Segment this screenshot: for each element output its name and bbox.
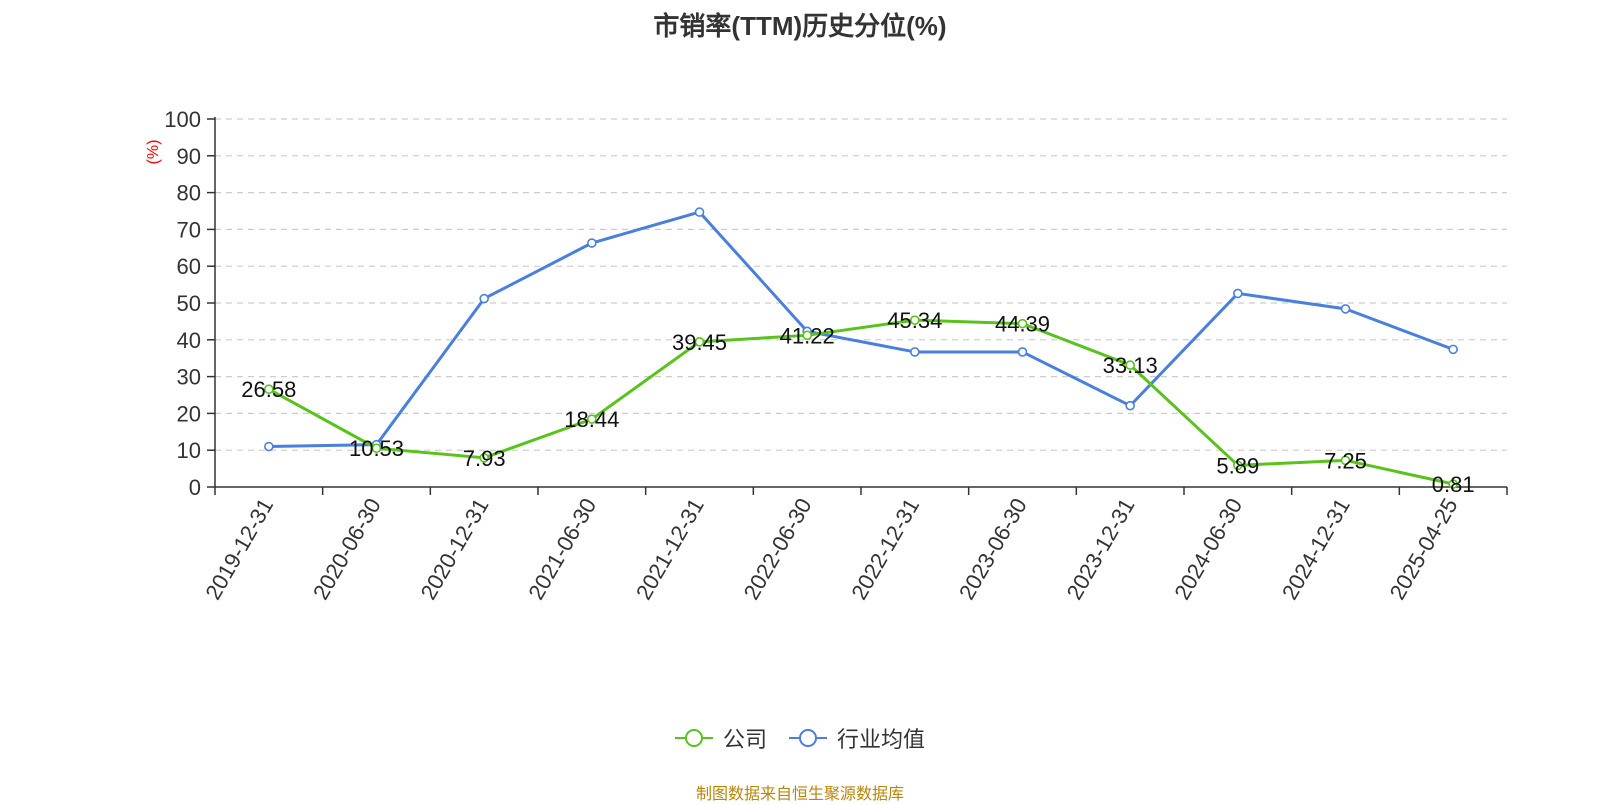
data-point: [1017, 347, 1028, 357]
x-tick-label: 2020-12-31: [416, 494, 494, 604]
y-axis-label: (%): [145, 140, 162, 165]
data-point: [1448, 344, 1458, 355]
data-label: 33.13: [1103, 353, 1158, 378]
data-point: [1125, 360, 1135, 370]
data-point: [1233, 288, 1243, 299]
x-tick-label: 2022-12-31: [846, 494, 924, 604]
y-tick-label: 10: [177, 438, 201, 463]
data-label: 39.45: [672, 330, 727, 355]
data-point: [694, 337, 705, 347]
data-point: [1233, 460, 1243, 471]
y-tick-label: 60: [177, 254, 201, 279]
legend-marker-icon: [789, 729, 827, 747]
data-label: 18.44: [564, 407, 619, 432]
data-label: 10.53: [349, 436, 404, 461]
y-tick-label: 100: [164, 107, 201, 132]
data-label: 7.25: [1324, 448, 1367, 473]
series-line: [268, 210, 1454, 449]
x-tick-label: 2019-12-31: [200, 494, 278, 604]
data-point: [587, 238, 597, 248]
x-tick-label: 2024-06-30: [1169, 494, 1247, 604]
y-tick-label: 20: [177, 401, 201, 426]
data-point: [694, 207, 705, 217]
data-label: 41.22: [780, 323, 835, 348]
data-point: [479, 453, 489, 463]
data-point: [264, 384, 274, 394]
data-point: [1125, 400, 1135, 411]
y-tick-label: 0: [189, 475, 201, 500]
legend-label-industry-avg: 行业均值: [837, 727, 926, 752]
data-labels: 26.58 10.53 7.93 18.44 39.45 41.22 45.34 44.39 3…: [241, 308, 1474, 497]
x-tick-label: 2024-12-31: [1277, 494, 1355, 604]
data-point: [910, 347, 920, 357]
x-tick-label: 2022-06-30: [739, 494, 817, 604]
line-chart: 0 10 20 30 40 50 60 70 80 90 100(%) 2019-12-31 2020-…: [145, 107, 1508, 604]
legend: 公司 行业均值: [0, 722, 1600, 754]
data-point: [1448, 479, 1458, 489]
source-note: 制图数据来自恒生聚源数据库: [695, 786, 904, 803]
data-label: 26.58: [241, 377, 296, 402]
data-point: [1340, 455, 1351, 466]
legend-label-company: 公司: [722, 727, 767, 752]
legend-item-industry-avg[interactable]: 行业均值: [789, 722, 925, 754]
y-tick-label: 30: [177, 365, 201, 390]
axes: 0 10 20 30 40 50 60 70 80 90 100(%) 2019-12-31 2020-…: [145, 107, 1508, 604]
legend-marker-icon: [674, 729, 713, 747]
x-tick-label: 2021-06-30: [523, 494, 601, 604]
data-point: [1340, 304, 1351, 314]
data-point: [587, 414, 597, 424]
data-point: [1017, 318, 1028, 329]
y-tick-label: 70: [177, 217, 201, 242]
data-point: [371, 443, 382, 454]
data-point: [479, 293, 489, 304]
data-point: [802, 330, 812, 341]
y-tick-label: 50: [177, 291, 201, 316]
chart-title: 市销率(TTM)历史分位(%): [653, 11, 947, 41]
data-label: 5.89: [1216, 453, 1259, 478]
x-tick-label: 2023-12-31: [1062, 494, 1140, 604]
x-tick-label: 2020-06-30: [308, 494, 386, 604]
y-tick-label: 40: [177, 328, 201, 353]
series-lines: [264, 207, 1458, 489]
x-tick-label: 2023-06-30: [954, 494, 1032, 604]
legend-item-company[interactable]: 公司: [674, 722, 767, 754]
data-point: [910, 315, 920, 325]
data-label: 45.34: [887, 308, 942, 333]
data-label: 44.39: [995, 312, 1050, 337]
x-tick-label: 2025-04-25: [1385, 494, 1463, 604]
data-label: 7.93: [463, 446, 506, 471]
y-tick-label: 90: [177, 144, 201, 169]
series-line: [268, 318, 1454, 486]
data-label: 0.81: [1432, 472, 1475, 497]
data-point: [264, 441, 274, 452]
x-tick-label: 2021-12-31: [631, 494, 709, 604]
y-tick-label: 80: [177, 181, 201, 206]
